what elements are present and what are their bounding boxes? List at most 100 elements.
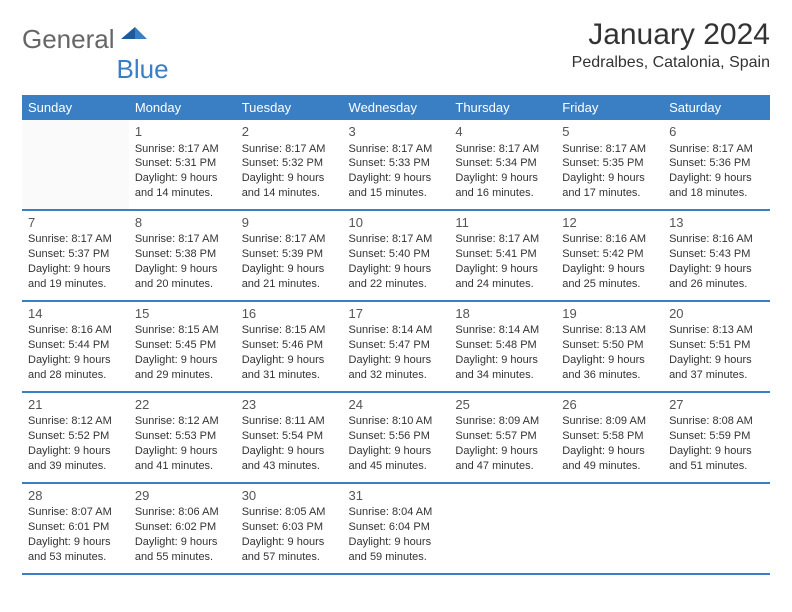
sunrise-line: Sunrise: 8:17 AM <box>135 142 230 157</box>
daylight-line-1: Daylight: 9 hours <box>135 444 230 459</box>
calendar-day-cell: 22Sunrise: 8:12 AMSunset: 5:53 PMDayligh… <box>129 392 236 483</box>
day-number: 9 <box>242 214 337 232</box>
sunrise-line: Sunrise: 8:09 AM <box>562 414 657 429</box>
sunrise-line: Sunrise: 8:16 AM <box>562 232 657 247</box>
day-number: 7 <box>28 214 123 232</box>
calendar-empty-cell <box>449 483 556 574</box>
sunset-line: Sunset: 5:31 PM <box>135 156 230 171</box>
sunrise-line: Sunrise: 8:16 AM <box>669 232 764 247</box>
weekday-header: Wednesday <box>343 95 450 120</box>
day-number: 25 <box>455 396 550 414</box>
sunset-line: Sunset: 5:52 PM <box>28 429 123 444</box>
sunrise-line: Sunrise: 8:10 AM <box>349 414 444 429</box>
sunset-line: Sunset: 5:48 PM <box>455 338 550 353</box>
sunset-line: Sunset: 5:54 PM <box>242 429 337 444</box>
weekday-header: Tuesday <box>236 95 343 120</box>
weekday-header: Thursday <box>449 95 556 120</box>
sunset-line: Sunset: 5:36 PM <box>669 156 764 171</box>
daylight-line-1: Daylight: 9 hours <box>135 353 230 368</box>
weekday-header: Friday <box>556 95 663 120</box>
sunset-line: Sunset: 5:43 PM <box>669 247 764 262</box>
calendar-day-cell: 31Sunrise: 8:04 AMSunset: 6:04 PMDayligh… <box>343 483 450 574</box>
daylight-line-2: and 15 minutes. <box>349 186 444 201</box>
sunset-line: Sunset: 5:33 PM <box>349 156 444 171</box>
daylight-line-1: Daylight: 9 hours <box>242 262 337 277</box>
daylight-line-1: Daylight: 9 hours <box>242 444 337 459</box>
sunset-line: Sunset: 5:46 PM <box>242 338 337 353</box>
daylight-line-2: and 45 minutes. <box>349 459 444 474</box>
sunrise-line: Sunrise: 8:07 AM <box>28 505 123 520</box>
day-number: 10 <box>349 214 444 232</box>
sunrise-line: Sunrise: 8:12 AM <box>28 414 123 429</box>
sunrise-line: Sunrise: 8:17 AM <box>349 142 444 157</box>
daylight-line-2: and 21 minutes. <box>242 277 337 292</box>
daylight-line-2: and 29 minutes. <box>135 368 230 383</box>
calendar-day-cell: 17Sunrise: 8:14 AMSunset: 5:47 PMDayligh… <box>343 301 450 392</box>
day-number: 15 <box>135 305 230 323</box>
daylight-line-2: and 26 minutes. <box>669 277 764 292</box>
daylight-line-2: and 25 minutes. <box>562 277 657 292</box>
daylight-line-1: Daylight: 9 hours <box>669 262 764 277</box>
calendar-day-cell: 29Sunrise: 8:06 AMSunset: 6:02 PMDayligh… <box>129 483 236 574</box>
calendar-day-cell: 25Sunrise: 8:09 AMSunset: 5:57 PMDayligh… <box>449 392 556 483</box>
sunset-line: Sunset: 5:44 PM <box>28 338 123 353</box>
logo-flag-icon <box>121 27 147 52</box>
calendar-empty-cell <box>556 483 663 574</box>
day-number: 12 <box>562 214 657 232</box>
calendar-table: SundayMondayTuesdayWednesdayThursdayFrid… <box>22 95 770 575</box>
calendar-day-cell: 28Sunrise: 8:07 AMSunset: 6:01 PMDayligh… <box>22 483 129 574</box>
daylight-line-1: Daylight: 9 hours <box>135 171 230 186</box>
daylight-line-2: and 36 minutes. <box>562 368 657 383</box>
daylight-line-2: and 41 minutes. <box>135 459 230 474</box>
daylight-line-1: Daylight: 9 hours <box>455 353 550 368</box>
calendar-day-cell: 9Sunrise: 8:17 AMSunset: 5:39 PMDaylight… <box>236 210 343 301</box>
daylight-line-1: Daylight: 9 hours <box>28 535 123 550</box>
daylight-line-2: and 14 minutes. <box>242 186 337 201</box>
calendar-body: 1Sunrise: 8:17 AMSunset: 5:31 PMDaylight… <box>22 120 770 574</box>
sunrise-line: Sunrise: 8:17 AM <box>135 232 230 247</box>
daylight-line-2: and 55 minutes. <box>135 550 230 565</box>
sunrise-line: Sunrise: 8:17 AM <box>669 142 764 157</box>
daylight-line-2: and 57 minutes. <box>242 550 337 565</box>
day-number: 11 <box>455 214 550 232</box>
daylight-line-2: and 18 minutes. <box>669 186 764 201</box>
calendar-row: 28Sunrise: 8:07 AMSunset: 6:01 PMDayligh… <box>22 483 770 574</box>
day-number: 4 <box>455 123 550 141</box>
daylight-line-2: and 31 minutes. <box>242 368 337 383</box>
daylight-line-1: Daylight: 9 hours <box>349 353 444 368</box>
month-title: January 2024 <box>572 18 770 52</box>
calendar-empty-cell <box>22 120 129 210</box>
calendar-row: 7Sunrise: 8:17 AMSunset: 5:37 PMDaylight… <box>22 210 770 301</box>
daylight-line-1: Daylight: 9 hours <box>562 353 657 368</box>
daylight-line-1: Daylight: 9 hours <box>669 353 764 368</box>
calendar-day-cell: 8Sunrise: 8:17 AMSunset: 5:38 PMDaylight… <box>129 210 236 301</box>
sunset-line: Sunset: 5:59 PM <box>669 429 764 444</box>
sunset-line: Sunset: 5:34 PM <box>455 156 550 171</box>
day-number: 13 <box>669 214 764 232</box>
daylight-line-2: and 34 minutes. <box>455 368 550 383</box>
sunrise-line: Sunrise: 8:13 AM <box>669 323 764 338</box>
sunrise-line: Sunrise: 8:15 AM <box>242 323 337 338</box>
daylight-line-2: and 49 minutes. <box>562 459 657 474</box>
calendar-day-cell: 18Sunrise: 8:14 AMSunset: 5:48 PMDayligh… <box>449 301 556 392</box>
weekday-header: Saturday <box>663 95 770 120</box>
title-block: January 2024 Pedralbes, Catalonia, Spain <box>572 18 770 72</box>
daylight-line-1: Daylight: 9 hours <box>28 444 123 459</box>
location-label: Pedralbes, Catalonia, Spain <box>572 54 770 72</box>
sunset-line: Sunset: 5:32 PM <box>242 156 337 171</box>
calendar-empty-cell <box>663 483 770 574</box>
day-number: 2 <box>242 123 337 141</box>
sunset-line: Sunset: 6:04 PM <box>349 520 444 535</box>
calendar-day-cell: 20Sunrise: 8:13 AMSunset: 5:51 PMDayligh… <box>663 301 770 392</box>
sunset-line: Sunset: 6:01 PM <box>28 520 123 535</box>
daylight-line-2: and 20 minutes. <box>135 277 230 292</box>
daylight-line-2: and 47 minutes. <box>455 459 550 474</box>
calendar-day-cell: 14Sunrise: 8:16 AMSunset: 5:44 PMDayligh… <box>22 301 129 392</box>
calendar-day-cell: 24Sunrise: 8:10 AMSunset: 5:56 PMDayligh… <box>343 392 450 483</box>
daylight-line-2: and 22 minutes. <box>349 277 444 292</box>
day-number: 17 <box>349 305 444 323</box>
daylight-line-1: Daylight: 9 hours <box>669 444 764 459</box>
calendar-day-cell: 7Sunrise: 8:17 AMSunset: 5:37 PMDaylight… <box>22 210 129 301</box>
calendar-day-cell: 26Sunrise: 8:09 AMSunset: 5:58 PMDayligh… <box>556 392 663 483</box>
daylight-line-1: Daylight: 9 hours <box>349 171 444 186</box>
